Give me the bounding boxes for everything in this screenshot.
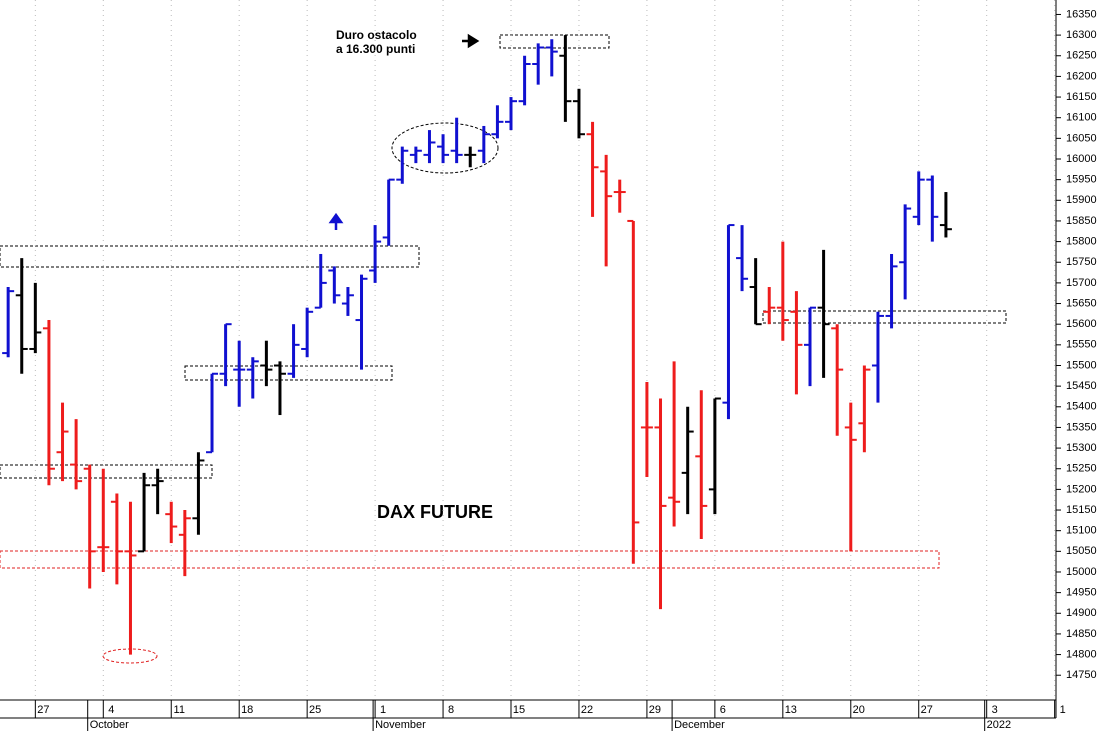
x-tick-label: 22 [581,704,593,716]
y-tick-label: 15950 [1066,174,1097,186]
y-tick-label: 15550 [1066,339,1097,351]
x-tick-label: 11 [174,704,185,716]
y-tick-label: 16100 [1066,112,1097,124]
y-tick-label: 14800 [1066,648,1097,660]
month-label: November [375,719,426,731]
zone [0,464,213,479]
x-tick-label: 3 [992,704,998,716]
y-tick-label: 15250 [1066,463,1097,475]
y-tick-label: 15050 [1066,545,1097,557]
y-tick-label: 15800 [1066,235,1097,247]
x-tick-label: 8 [448,704,454,716]
x-tick-label: 18 [241,704,253,716]
right-arrow [462,33,480,49]
zone [499,34,610,49]
y-tick-label: 16250 [1066,50,1097,62]
x-tick-label: 1 [380,704,386,716]
x-tick-label: 25 [309,704,321,716]
y-tick-label: 14750 [1066,669,1097,681]
x-tick-label: 4 [108,704,114,716]
y-tick-label: 16050 [1066,132,1097,144]
y-tick-label: 15650 [1066,297,1097,309]
y-tick-label: 14950 [1066,587,1097,599]
y-tick-label: 15600 [1066,318,1097,330]
x-tick-label: 1 [1060,704,1066,716]
y-tick-label: 15700 [1066,277,1097,289]
x-tick-label: 6 [720,704,726,716]
y-tick-label: 15850 [1066,215,1097,227]
y-tick-label: 16350 [1066,8,1097,20]
support-zone [0,550,940,569]
y-tick-label: 15200 [1066,483,1097,495]
y-tick-label: 15500 [1066,359,1097,371]
zones [0,34,1007,664]
x-tick-label: 27 [921,704,933,716]
x-tick-label: 27 [37,704,49,716]
zone [184,365,393,381]
y-tick-label: 15750 [1066,256,1097,268]
annotation: a 16.300 punti [336,42,415,56]
y-tick-label: 16150 [1066,91,1097,103]
x-tick-label: 13 [785,704,797,716]
y-tick-label: 15100 [1066,525,1097,537]
x-tick-label: 29 [649,704,661,716]
up-arrow [328,212,344,230]
y-tick-label: 15150 [1066,504,1097,516]
month-label: October [90,719,129,731]
y-tick-label: 14900 [1066,607,1097,619]
x-tick-label: 20 [853,704,865,716]
y-tick-label: 14850 [1066,628,1097,640]
chart-title: DAX FUTURE [377,502,493,522]
y-tick-label: 16000 [1066,153,1097,165]
y-tick-label: 15350 [1066,421,1097,433]
x-tick-label: 15 [513,704,525,716]
annotation: Duro ostacolo [336,28,417,42]
month-label: 2022 [987,719,1011,731]
y-tick-label: 15450 [1066,380,1097,392]
highlight-ellipse [391,122,499,174]
y-tick-label: 15000 [1066,566,1097,578]
zone [762,310,1007,324]
month-label: December [674,719,725,731]
y-tick-label: 16300 [1066,29,1097,41]
y-tick-label: 15400 [1066,401,1097,413]
y-tick-label: 15300 [1066,442,1097,454]
y-tick-label: 16200 [1066,70,1097,82]
y-tick-label: 15900 [1066,194,1097,206]
